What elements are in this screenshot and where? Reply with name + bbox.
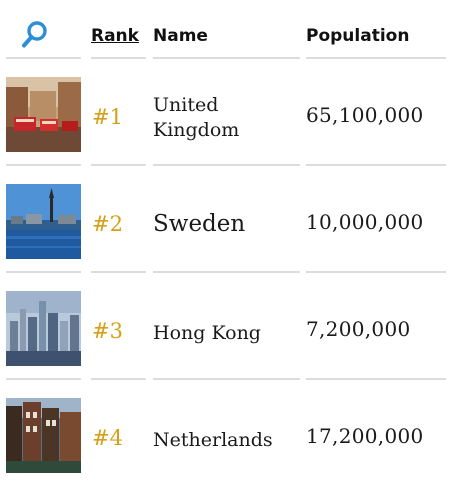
row-name: Sweden	[153, 211, 246, 237]
row-name: Hong Kong	[153, 322, 261, 344]
row-population: 7,200,000	[306, 317, 411, 341]
row-thumbnail	[6, 291, 81, 366]
table-row[interactable]: #3 Hong Kong 7,200,000	[0, 273, 462, 380]
stockholm-waterfront-photo-icon	[6, 184, 81, 259]
row-rank: #4	[92, 426, 123, 450]
row-thumbnail	[6, 184, 81, 259]
divider	[153, 271, 300, 273]
table-header: Rank Name Population	[0, 0, 462, 58]
search-button[interactable]	[20, 20, 50, 50]
london-street-photo-icon	[6, 77, 81, 152]
divider	[6, 271, 81, 273]
divider	[153, 378, 300, 380]
row-rank: #1	[92, 105, 123, 129]
row-name: Netherlands	[153, 429, 273, 451]
row-population: 17,200,000	[306, 424, 424, 448]
row-name: United Kingdom	[153, 94, 240, 141]
divider	[306, 271, 446, 273]
row-thumbnail	[6, 77, 81, 152]
table-row[interactable]: #1 United Kingdom 65,100,000	[0, 59, 462, 166]
divider	[153, 164, 300, 166]
divider	[6, 57, 81, 59]
rank-column-header[interactable]: Rank	[91, 26, 139, 46]
table-row[interactable]: #4 Netherlands 17,200,000	[0, 380, 462, 487]
table-row[interactable]: #2 Sweden 10,000,000	[0, 166, 462, 273]
divider	[6, 164, 81, 166]
amsterdam-canal-houses-photo-icon	[6, 398, 81, 473]
row-rank: #2	[92, 212, 123, 236]
row-population: 10,000,000	[306, 210, 424, 234]
row-population: 65,100,000	[306, 103, 424, 127]
search-icon	[22, 21, 47, 48]
name-column-header: Name	[153, 26, 208, 46]
divider	[153, 57, 300, 59]
divider	[91, 57, 146, 59]
divider	[306, 57, 446, 59]
row-rank: #3	[92, 319, 123, 343]
row-thumbnail	[6, 398, 81, 473]
divider	[306, 378, 446, 380]
divider	[91, 271, 146, 273]
divider	[91, 164, 146, 166]
divider	[91, 378, 146, 380]
hong-kong-skyline-photo-icon	[6, 291, 81, 366]
population-column-header: Population	[306, 26, 410, 46]
divider	[6, 378, 81, 380]
divider	[306, 164, 446, 166]
